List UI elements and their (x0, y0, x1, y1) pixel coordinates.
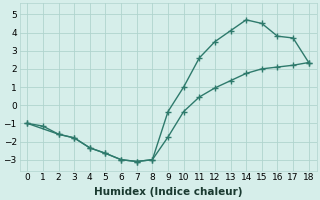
X-axis label: Humidex (Indice chaleur): Humidex (Indice chaleur) (94, 187, 242, 197)
